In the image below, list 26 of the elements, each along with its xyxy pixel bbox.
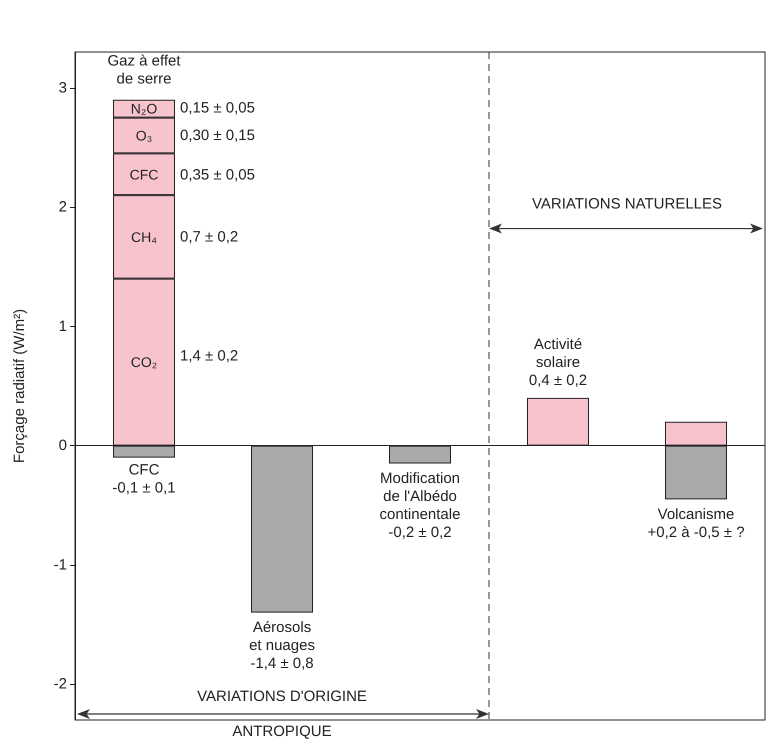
- series-label: N₂O: [130, 100, 158, 117]
- annotation: Activité solaire 0,4 ± 0,2: [528, 336, 588, 390]
- y-tick-label: 1: [58, 318, 67, 335]
- annotation: Volcanisme +0,2 à -0,5 ± ?: [647, 506, 745, 541]
- annotation: VARIATIONS D'ORIGINE: [197, 688, 367, 706]
- series-label: CO₂: [130, 354, 158, 370]
- text: ANTROPIQUE: [232, 722, 332, 740]
- y-tick-label: -1: [54, 556, 67, 574]
- y-tick-label: 2: [58, 198, 67, 216]
- y-tick-label: 0: [58, 437, 67, 454]
- annotation: Modification de l'Albédo continentale -0,2 ± 0,2: [380, 470, 460, 541]
- series-label: CH₄: [131, 228, 158, 245]
- annotation: 0,15 ± 0,05: [180, 100, 255, 117]
- annotation: 1,4 ± 0,2: [180, 348, 238, 365]
- y-tick-label: 3: [58, 79, 67, 96]
- y-axis-title: Forçage radiatif (W/m²): [11, 308, 28, 464]
- annotation: Gaz à effet de serre: [107, 52, 182, 88]
- y-tick-label: -2: [54, 676, 67, 693]
- annotation: Aérosols et nuages -1,4 ± 0,8: [249, 619, 315, 672]
- annotation: VARIATIONS NATURELLES: [532, 196, 722, 213]
- series-label: O₃: [136, 128, 152, 144]
- annotation: CFC -0,1 ± 0,1: [112, 462, 176, 497]
- series-label: CFC: [130, 166, 158, 182]
- annotation: 0,30 ± 0,15: [180, 127, 255, 144]
- annotation: 0,7 ± 0,2: [180, 228, 238, 246]
- annotation: 0,35 ± 0,05: [180, 166, 255, 184]
